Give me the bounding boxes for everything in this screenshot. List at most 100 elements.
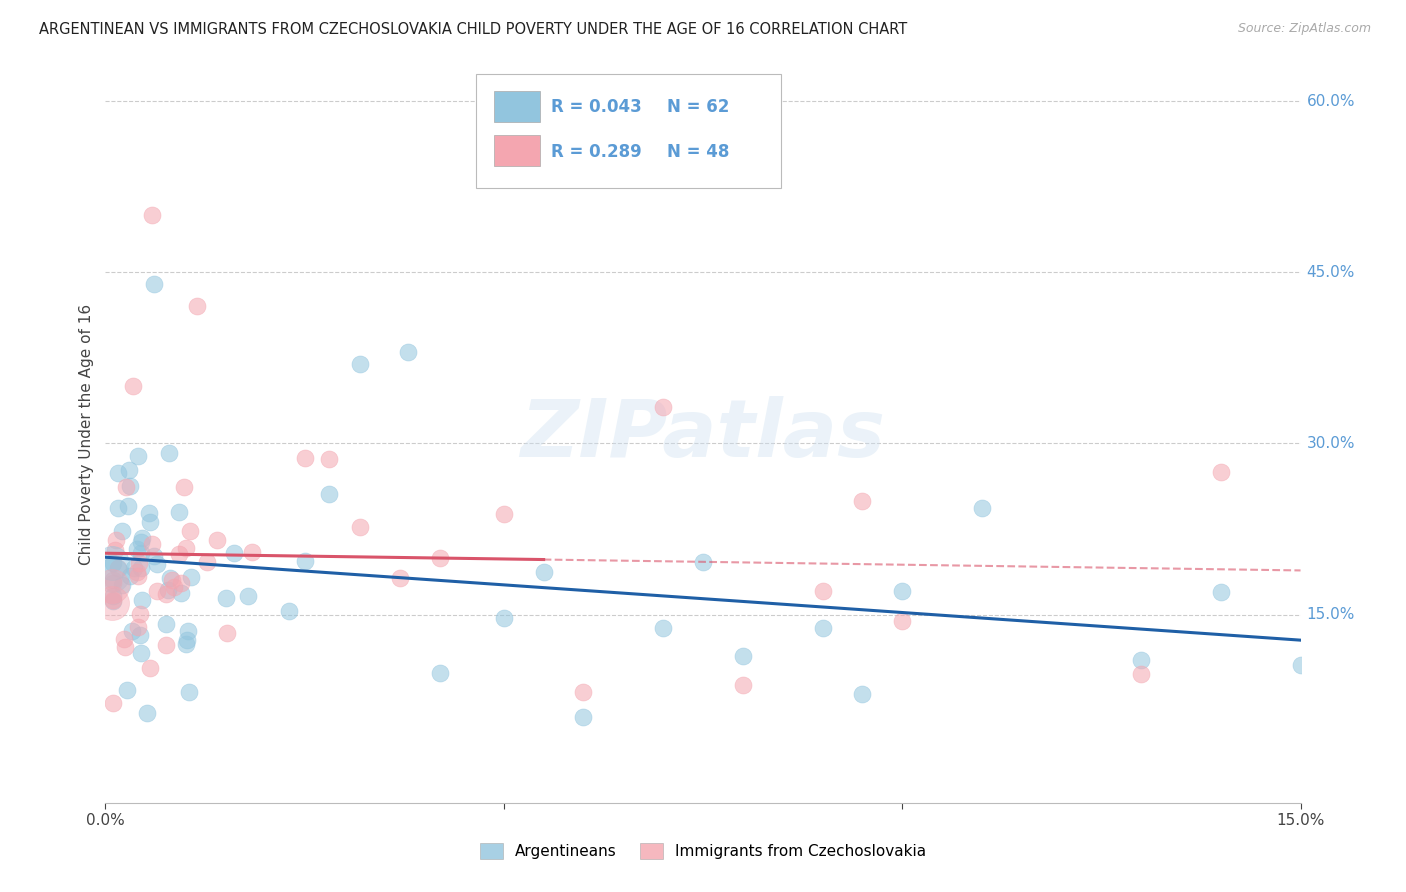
Point <box>1209 584 1232 599</box>
Point <box>155 587 177 601</box>
Point <box>811 584 834 599</box>
Legend: Argentineans, Immigrants from Czechoslovakia: Argentineans, Immigrants from Czechoslov… <box>474 838 932 865</box>
Point <box>167 547 190 561</box>
Point <box>349 357 371 371</box>
Point <box>136 706 159 721</box>
Point <box>170 585 193 599</box>
Point <box>128 556 150 570</box>
Point <box>107 561 129 575</box>
Point <box>111 524 134 539</box>
Point <box>1289 658 1312 673</box>
Point <box>103 594 125 608</box>
Point <box>970 501 993 516</box>
Point <box>103 589 125 603</box>
Point <box>851 687 873 701</box>
FancyBboxPatch shape <box>475 74 780 188</box>
Point <box>731 678 754 692</box>
Point <box>127 620 149 634</box>
Text: N = 48: N = 48 <box>666 143 730 161</box>
Point <box>114 640 136 654</box>
Point <box>145 558 167 572</box>
Point <box>127 542 149 557</box>
Point <box>155 616 177 631</box>
Point <box>129 546 152 560</box>
Point <box>131 593 153 607</box>
Point <box>173 480 195 494</box>
Point <box>492 508 515 522</box>
Point <box>117 500 139 514</box>
Point <box>104 542 127 557</box>
Point <box>389 571 412 585</box>
Point <box>294 554 316 568</box>
Point <box>128 607 150 621</box>
Point <box>222 546 245 560</box>
Point <box>240 545 263 559</box>
Text: R = 0.043: R = 0.043 <box>551 98 643 116</box>
Point <box>115 480 138 494</box>
Point <box>851 494 873 508</box>
Point <box>174 541 197 555</box>
Text: ZIPatlas: ZIPatlas <box>520 396 886 474</box>
Point <box>891 584 914 599</box>
Point <box>129 535 152 549</box>
Point <box>176 624 198 639</box>
Point <box>159 571 181 585</box>
Point <box>129 561 152 575</box>
FancyBboxPatch shape <box>494 91 540 122</box>
Point <box>101 556 124 570</box>
Point <box>115 683 138 698</box>
Point <box>318 451 340 466</box>
Point <box>731 648 754 663</box>
Point <box>160 574 183 588</box>
Point <box>101 596 124 610</box>
Point <box>811 621 834 635</box>
Point <box>104 533 127 548</box>
Point <box>652 400 675 414</box>
Text: R = 0.289: R = 0.289 <box>551 143 643 161</box>
Point <box>163 580 186 594</box>
Point <box>141 208 163 222</box>
Point <box>572 684 595 698</box>
Point <box>167 505 190 519</box>
Point <box>294 450 316 465</box>
Y-axis label: Child Poverty Under the Age of 16: Child Poverty Under the Age of 16 <box>79 304 94 566</box>
Point <box>156 582 179 597</box>
Point <box>396 345 419 359</box>
Point <box>155 638 177 652</box>
Point <box>349 519 371 533</box>
Point <box>572 710 595 724</box>
Point <box>141 537 163 551</box>
Point <box>1130 667 1153 681</box>
Point <box>177 685 200 699</box>
Point <box>131 531 153 545</box>
Point <box>139 515 162 529</box>
Point <box>138 506 160 520</box>
Point <box>138 660 160 674</box>
Text: 60.0%: 60.0% <box>1306 94 1355 109</box>
Point <box>197 555 219 569</box>
Point <box>652 621 675 635</box>
Point <box>179 524 201 538</box>
Point <box>121 624 143 638</box>
Point <box>207 533 229 547</box>
Point <box>492 611 515 625</box>
Point <box>107 466 129 480</box>
Text: 15.0%: 15.0% <box>1306 607 1355 622</box>
Point <box>127 569 149 583</box>
Text: Source: ZipAtlas.com: Source: ZipAtlas.com <box>1237 22 1371 36</box>
Point <box>692 556 714 570</box>
Text: 30.0%: 30.0% <box>1306 436 1355 451</box>
Point <box>157 446 180 460</box>
Point <box>107 501 129 516</box>
Text: N = 62: N = 62 <box>666 98 730 116</box>
Point <box>112 632 135 647</box>
Point <box>103 573 125 587</box>
Point <box>278 604 301 618</box>
Point <box>318 487 340 501</box>
Point <box>111 578 134 592</box>
Point <box>180 570 202 584</box>
Point <box>186 300 208 314</box>
Point <box>118 463 141 477</box>
Point <box>429 550 451 565</box>
Point <box>142 277 165 291</box>
